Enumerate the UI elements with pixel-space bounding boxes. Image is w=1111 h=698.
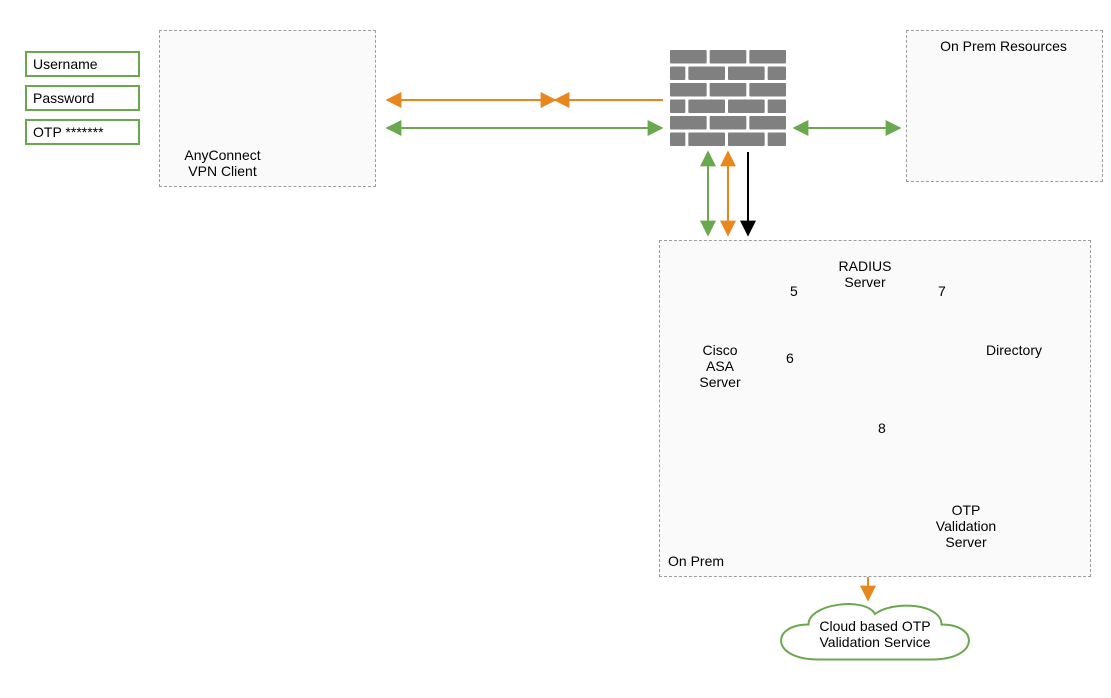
onprem-label: On Prem — [668, 553, 724, 569]
onprem-box — [659, 240, 1091, 577]
credential-box: Username Password OTP ******* — [20, 45, 145, 155]
radius-label: RADIUS Server — [810, 258, 920, 290]
username-field: Username — [25, 51, 140, 77]
edge-6-label: 6 — [786, 350, 794, 366]
cloud-label: Cloud based OTP Validation Service — [790, 618, 960, 650]
otp-server-label: OTP Validation Server — [920, 502, 1012, 550]
otp-field: OTP ******* — [25, 119, 140, 145]
onprem-resources-label: On Prem Resources — [906, 38, 1101, 54]
edge-5-label: 5 — [790, 283, 798, 299]
edge-8-label: 8 — [878, 420, 886, 436]
cisco-asa-label: Cisco ASA Server — [690, 342, 750, 390]
directory-label: Directory — [976, 342, 1052, 358]
password-field: Password — [25, 85, 140, 111]
edge-7-label: 7 — [938, 283, 946, 299]
vpn-client-label: AnyConnect VPN Client — [170, 147, 275, 179]
